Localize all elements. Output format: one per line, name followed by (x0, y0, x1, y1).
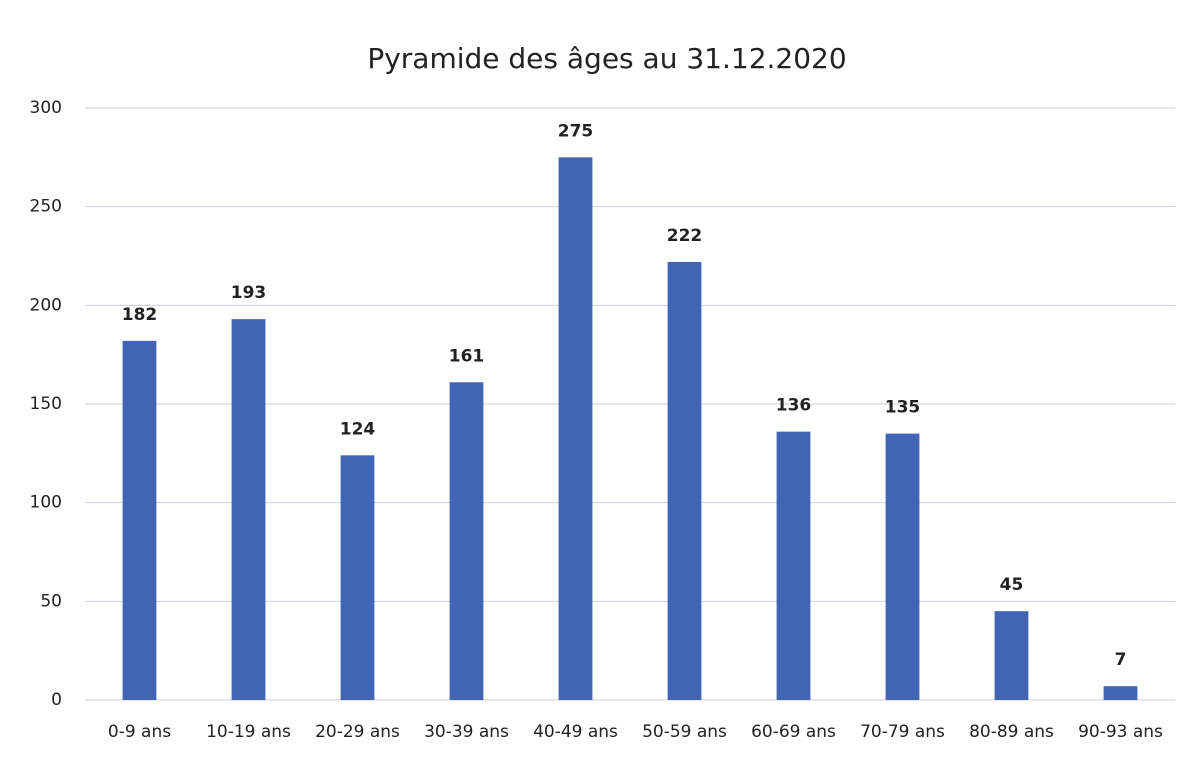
x-tick-label: 40-49 ans (533, 722, 618, 742)
value-label: 193 (231, 283, 267, 303)
value-label: 161 (449, 346, 485, 366)
y-tick-label: 150 (30, 394, 62, 414)
y-tick-label: 300 (30, 98, 62, 118)
x-tick-label: 10-19 ans (206, 722, 291, 742)
bar (449, 382, 484, 700)
bar (1103, 686, 1138, 700)
value-label: 45 (1000, 575, 1024, 595)
x-tick-label: 0-9 ans (108, 722, 171, 742)
x-tick-label: 20-29 ans (315, 722, 400, 742)
value-label: 135 (885, 398, 921, 418)
x-tick-label: 80-89 ans (969, 722, 1054, 742)
y-tick-label: 200 (30, 295, 62, 315)
value-label: 124 (340, 419, 376, 439)
bar (340, 455, 375, 700)
x-tick-label: 70-79 ans (860, 722, 945, 742)
x-tick-label: 30-39 ans (424, 722, 509, 742)
chart-title: Pyramide des âges au 31.12.2020 (367, 42, 846, 75)
y-tick-label: 250 (30, 197, 62, 217)
y-tick-label: 100 (30, 493, 62, 513)
value-label: 7 (1115, 650, 1127, 670)
x-tick-label: 50-59 ans (642, 722, 727, 742)
bar (558, 157, 593, 701)
value-label: 275 (558, 121, 594, 141)
x-tick-label: 90-93 ans (1078, 722, 1163, 742)
x-tick-label: 60-69 ans (751, 722, 836, 742)
bar (667, 261, 702, 700)
value-label: 182 (122, 305, 158, 325)
y-tick-label: 50 (40, 591, 62, 611)
bar (231, 319, 266, 700)
bar (776, 431, 811, 700)
value-label: 222 (667, 226, 703, 246)
bar (122, 340, 157, 700)
bar (885, 433, 920, 700)
y-tick-label: 0 (51, 690, 62, 710)
value-label: 136 (776, 396, 812, 416)
bar (994, 611, 1029, 700)
